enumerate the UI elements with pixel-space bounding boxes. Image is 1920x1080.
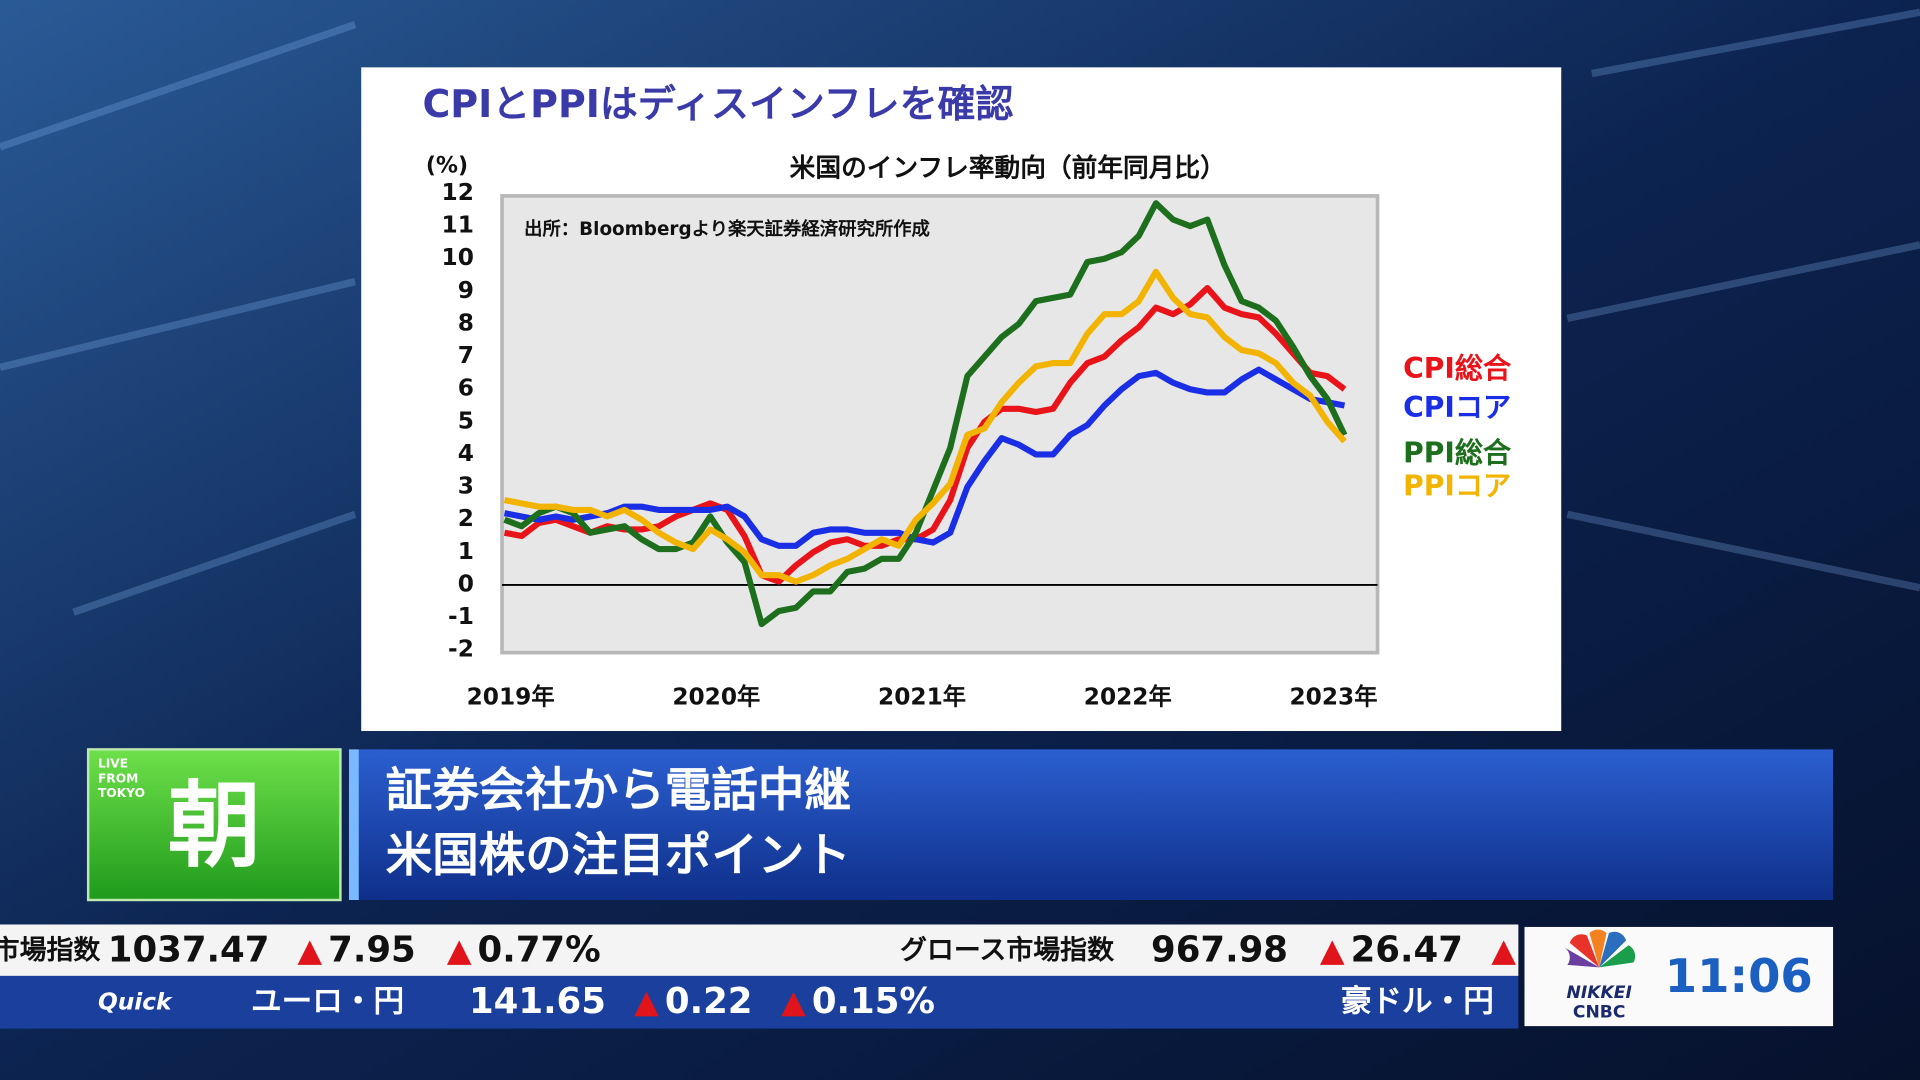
headline-accent	[348, 749, 359, 900]
legend-entry: CPIコア	[1403, 391, 1511, 424]
y-tick-label: 10	[442, 244, 474, 271]
y-tick-label: 9	[458, 277, 474, 304]
program-badge	[86, 748, 342, 902]
badge-text: FROM	[98, 771, 138, 785]
up-arrow	[1320, 940, 1345, 965]
y-tick-label: 6	[458, 375, 474, 402]
y-tick-label: -2	[448, 636, 474, 663]
y-tick-label: 8	[458, 309, 474, 336]
y-tick-label: 7	[458, 342, 474, 369]
program-name: 朝	[168, 772, 261, 880]
x-tick-label: 2020年	[672, 683, 760, 710]
plot-area	[500, 194, 1380, 655]
badge-text: LIVE	[98, 757, 128, 771]
legend-entry: PPI総合	[1403, 436, 1512, 469]
y-tick-label: 0	[458, 570, 474, 597]
up-arrow	[781, 991, 806, 1017]
ticker-name: ユーロ・円	[251, 984, 404, 1019]
y-tick-label: 11	[442, 212, 474, 239]
chart-title: 米国のインフレ率動向（前年同月比）	[790, 152, 1226, 183]
source-note: 出所：Bloombergより楽天証券経済研究所作成	[524, 218, 930, 240]
y-tick-label: 4	[458, 440, 474, 467]
x-tick-label: 2022年	[1084, 683, 1172, 710]
up-arrow	[1491, 940, 1516, 965]
legend-entry: PPIコア	[1403, 469, 1511, 502]
x-tick-label: 2019年	[467, 683, 555, 710]
ticker-pct: 0.15%	[812, 981, 935, 1022]
headline-line: 証券会社から電話中継	[386, 763, 851, 817]
headline-line: 米国株の注目ポイント	[386, 828, 851, 882]
ticker-change: 0.22	[665, 981, 753, 1022]
y-tick-label: 1	[458, 538, 474, 565]
up-arrow	[446, 940, 472, 965]
peacock	[1564, 929, 1636, 968]
background-streaks	[0, 8, 1920, 616]
ticker-row	[0, 975, 1519, 1029]
y-tick-label: 3	[458, 473, 474, 500]
y-tick-label: -1	[448, 603, 474, 630]
x-tick-label: 2023年	[1289, 683, 1377, 710]
ticker-value: 141.65	[469, 981, 606, 1022]
legend-entry: CPI総合	[1403, 352, 1512, 385]
logo-text: NIKKEI	[1567, 983, 1633, 1003]
ticker-name: 豪ドル・円	[1341, 983, 1494, 1019]
ticker-row	[0, 924, 1519, 976]
y-tick-label: 2	[458, 505, 474, 532]
ticker-value: 1037.47	[108, 929, 270, 970]
series-line	[503, 366, 1346, 549]
ticker-name: 市場指数	[0, 934, 100, 966]
clock: 11:06	[1665, 949, 1813, 1003]
ticker-change: 26.47	[1351, 929, 1463, 970]
y-tick-label: 12	[442, 179, 474, 206]
headline-bar	[348, 749, 1834, 900]
ticker-pct: 0.77%	[478, 929, 601, 970]
up-arrow	[297, 940, 323, 965]
logo-text: CNBC	[1573, 1003, 1626, 1023]
badge-text: TOKYO	[98, 786, 145, 800]
ticker-name: グロース市場指数	[900, 934, 1114, 966]
ticker: 市場指数 1037.47 7.95 0.77% グロース市場指数 967.98 …	[0, 929, 1516, 1022]
ticker-value: 967.98	[1151, 929, 1288, 970]
x-tick-label: 2021年	[878, 683, 966, 710]
series-line	[503, 268, 1347, 585]
series-line	[503, 285, 1347, 585]
up-arrow	[634, 991, 659, 1017]
ticker-change: 7.95	[328, 929, 416, 970]
slide-title: CPIとPPIはディスインフレを確認	[422, 82, 1013, 126]
y-tick-label: 5	[458, 407, 474, 434]
ticker-source: Quick	[98, 988, 173, 1015]
y-axis-label: (%)	[426, 154, 468, 179]
